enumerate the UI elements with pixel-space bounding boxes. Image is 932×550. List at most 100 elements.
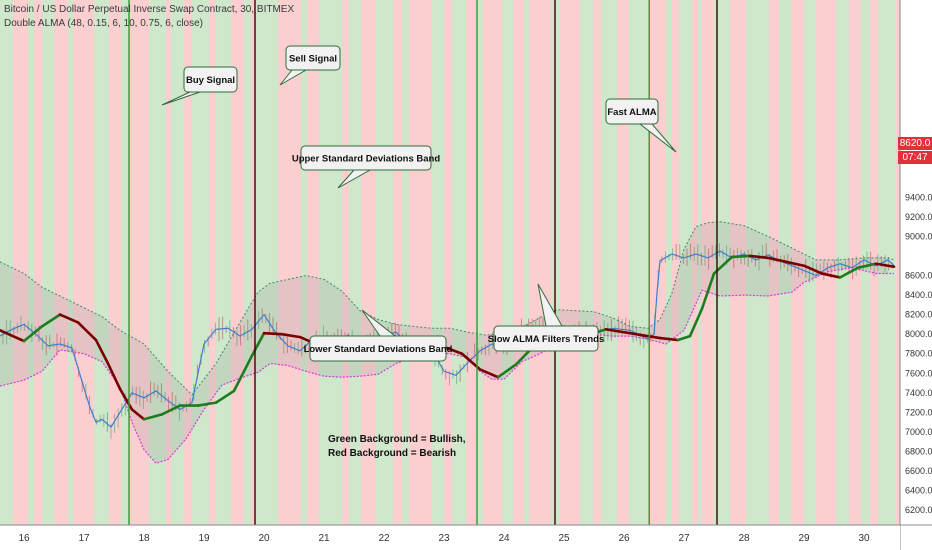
background-stripe (216, 0, 231, 525)
y-tick-label: 8000.0 (905, 329, 932, 339)
y-tick-label: 6200.0 (905, 505, 932, 515)
y-tick-label: 9200.0 (905, 212, 932, 222)
background-stripe (878, 0, 896, 525)
slow-alma-segment (76, 321, 98, 342)
y-tick-label: 9000.0 (905, 231, 932, 241)
background-stripe (42, 0, 54, 525)
x-tick-label: 29 (798, 533, 810, 544)
slow-alma-segment (676, 334, 692, 342)
background-stripe (94, 0, 109, 525)
background-stripe (701, 0, 713, 525)
x-tick-label: 19 (198, 533, 210, 544)
background-stripe (171, 0, 184, 525)
background-stripe (231, 0, 244, 525)
slow-alma-segment (640, 333, 662, 340)
chart-title: Bitcoin / US Dollar Perpetual Inverse Sw… (4, 4, 295, 15)
background-stripe (452, 0, 466, 525)
background-stripe (209, 0, 216, 525)
slow-alma-segment (232, 354, 254, 393)
background-stripe (629, 0, 648, 525)
background-stripe (402, 0, 409, 525)
background-stripe (559, 0, 580, 525)
background-stripe (393, 0, 402, 525)
price-axis[interactable] (900, 0, 932, 550)
slow-alma-segment (280, 332, 302, 339)
background-stripe (121, 0, 130, 525)
background-stripe (278, 0, 301, 525)
y-tick-label: 7400.0 (905, 388, 932, 398)
slow-alma-segment (106, 362, 122, 391)
sell-signal-callout-box (285, 45, 341, 71)
background-stripe (409, 0, 432, 525)
lower-band-line (0, 267, 894, 464)
x-tick-label: 24 (498, 533, 510, 544)
y-tick-label: 6400.0 (905, 486, 932, 496)
background-stripe (791, 0, 804, 525)
background-stripe (109, 0, 121, 525)
countdown-tag: 07:47 (898, 151, 932, 164)
background-stripe (28, 0, 34, 525)
background-stripe (816, 0, 836, 525)
background-stripe (648, 0, 665, 525)
background-stripe (697, 0, 701, 525)
legend-note-line1: Green Background = Bullish, (328, 434, 466, 445)
slow-alma-callout-box (493, 325, 599, 352)
slow-alma-segment (802, 264, 824, 275)
background-stripe (483, 0, 502, 525)
background-stripe (769, 0, 779, 525)
slow-alma-segment (58, 313, 80, 324)
time-axis[interactable] (0, 525, 900, 550)
x-tick-label: 18 (138, 533, 150, 544)
slow-alma-segment (0, 328, 26, 343)
background-stripe (376, 0, 393, 525)
background-stripe (861, 0, 870, 525)
background-stripe (444, 0, 452, 525)
x-tick-label: 16 (18, 533, 30, 544)
slow-alma-segment (748, 254, 770, 260)
slow-alma-segment (196, 401, 218, 407)
background-stripe (13, 0, 28, 525)
background-stripe (349, 0, 361, 525)
background-stripe (432, 0, 444, 525)
background-stripe (617, 0, 629, 525)
background-stripe (593, 0, 601, 525)
sell-signal-callout-text: Sell Signal (289, 54, 337, 65)
x-tick-label: 21 (318, 533, 330, 544)
x-tick-label: 30 (858, 533, 870, 544)
background-stripe (665, 0, 671, 525)
background-stripe (671, 0, 679, 525)
background-stripe (513, 0, 524, 525)
background-stripe (679, 0, 692, 525)
slow-alma-segment (214, 389, 236, 404)
slow-alma-segment (700, 272, 716, 311)
slow-alma-segment (784, 260, 806, 268)
slow-alma-segment (160, 404, 182, 416)
slow-alma-segment (730, 254, 752, 259)
background-stripe (307, 0, 319, 525)
background-stripe (301, 0, 307, 525)
slow-alma-segment (496, 363, 518, 379)
y-tick-label: 6800.0 (905, 447, 932, 457)
y-tick-label: 8200.0 (905, 310, 932, 320)
background-stripe (692, 0, 697, 525)
background-stripe (361, 0, 376, 525)
slow-alma-segment (40, 313, 62, 328)
background-stripe (184, 0, 192, 525)
background-stripe (342, 0, 349, 525)
background-stripe (804, 0, 816, 525)
slow-alma-callout-text: Slow ALMA Filters Trends (488, 334, 604, 345)
slow-alma-segment (94, 338, 110, 365)
slow-alma-segment (820, 272, 842, 279)
y-tick-label: 7600.0 (905, 368, 932, 378)
slow-alma-segment (262, 331, 284, 336)
background-stripe (524, 0, 529, 525)
slow-alma-segment (604, 327, 626, 334)
indicator-label: Double ALMA (48, 0.15, 6, 10, 0.75, 6, c… (4, 18, 204, 29)
x-tick-label: 17 (78, 533, 90, 544)
background-stripe (192, 0, 209, 525)
slow-alma-segment (142, 413, 164, 421)
y-tick-label: 7800.0 (905, 349, 932, 359)
y-tick-label: 7000.0 (905, 427, 932, 437)
y-tick-label: 9400.0 (905, 192, 932, 202)
